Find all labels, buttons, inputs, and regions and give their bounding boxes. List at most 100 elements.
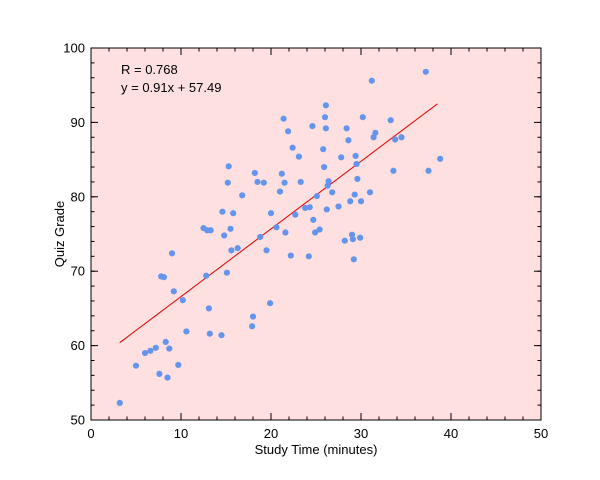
data-point [225, 163, 232, 170]
data-point [341, 237, 348, 244]
data-point [223, 269, 230, 276]
x-tick-labels: 0 10 20 30 40 50 [87, 426, 548, 441]
y-tick-label: 80 [71, 189, 85, 204]
x-tick-label: 40 [444, 426, 458, 441]
data-point [239, 192, 246, 199]
plot-frame [90, 47, 542, 421]
data-point [422, 68, 429, 75]
data-point [398, 134, 405, 141]
data-point [349, 236, 356, 243]
data-point [227, 225, 234, 232]
y-tick-label: 90 [71, 115, 85, 130]
data-point [351, 191, 358, 198]
data-point [437, 155, 444, 162]
data-point [116, 399, 123, 406]
data-point [273, 224, 280, 231]
data-point [335, 203, 342, 210]
data-point [228, 247, 235, 254]
data-point [325, 178, 332, 185]
data-point [297, 178, 304, 186]
data-point [263, 247, 270, 254]
data-point [357, 234, 364, 241]
data-point [254, 178, 261, 186]
data-point [347, 198, 354, 205]
regression-equation-annotation: y = 0.91x + 57.49 [121, 80, 221, 95]
data-point [425, 167, 432, 174]
data-point [287, 252, 294, 259]
data-point [366, 189, 374, 196]
data-point [164, 374, 171, 381]
data-point [321, 163, 328, 171]
data-point [251, 169, 258, 177]
x-tick-label: 30 [354, 426, 368, 441]
data-point [168, 250, 176, 257]
data-point [350, 256, 357, 263]
data-point [354, 175, 361, 183]
data-point [205, 305, 212, 312]
x-tick-label: 50 [534, 426, 548, 441]
data-point [203, 272, 210, 279]
data-point [323, 206, 330, 213]
data-point [170, 288, 177, 295]
data-point [160, 274, 167, 281]
y-tick-label: 60 [71, 338, 85, 353]
data-point [372, 129, 379, 136]
data-point [390, 167, 397, 174]
data-point [230, 210, 237, 217]
data-point [282, 229, 289, 236]
data-point [278, 170, 285, 177]
data-point [234, 245, 241, 252]
x-axis-label: Study Time (minutes) [255, 442, 378, 457]
data-point [267, 300, 274, 307]
data-point [387, 117, 394, 124]
data-point [343, 125, 350, 132]
y-tick-label: 50 [71, 413, 85, 428]
data-point [306, 204, 313, 211]
data-point [357, 198, 365, 205]
data-point [359, 114, 366, 121]
data-points [116, 68, 444, 406]
y-tick-label: 70 [71, 264, 85, 279]
data-point [305, 253, 312, 260]
data-point [295, 153, 302, 160]
data-point [329, 189, 336, 196]
data-point [312, 229, 319, 236]
data-point [175, 361, 182, 369]
data-point [368, 77, 375, 84]
data-point [267, 210, 275, 217]
data-point [260, 179, 267, 186]
data-point [392, 136, 399, 143]
x-tick-label: 10 [174, 426, 188, 441]
data-point [147, 347, 154, 354]
data-point [322, 102, 329, 109]
data-point [321, 114, 329, 121]
y-tick-label: 100 [63, 41, 85, 56]
y-tick-labels: 50 60 70 80 90 100 [63, 41, 85, 428]
data-point [249, 323, 256, 330]
y-axis-label: Quiz Grade [52, 201, 67, 267]
data-point [338, 154, 345, 161]
data-point [183, 328, 190, 335]
data-point [285, 128, 292, 135]
data-point [132, 362, 140, 369]
data-point [316, 226, 323, 233]
data-point [280, 115, 287, 122]
fit-line [119, 103, 438, 344]
data-point [322, 125, 329, 132]
data-point [219, 208, 226, 215]
data-point [152, 344, 159, 351]
data-point [218, 332, 225, 339]
data-point [353, 160, 360, 168]
data-point [345, 137, 352, 144]
data-point [156, 370, 163, 377]
data-point [352, 152, 359, 159]
data-point [162, 338, 169, 345]
data-point [224, 179, 231, 186]
x-tick-label: 0 [87, 426, 94, 441]
data-point [221, 232, 228, 239]
data-point [207, 227, 214, 234]
data-point [309, 123, 316, 130]
data-point [289, 144, 296, 151]
data-point [206, 330, 213, 337]
